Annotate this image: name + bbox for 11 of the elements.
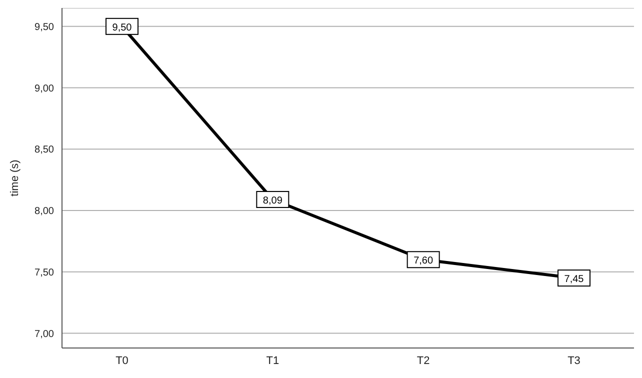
y-tick-label: 8,50 [34,144,54,156]
x-tick-label: T1 [266,354,280,367]
x-tick-label: T2 [416,354,430,367]
y-tick-label: 9,50 [34,22,54,33]
y-tick-label: 9,00 [34,83,54,94]
y-tick-label: 8,00 [34,206,54,218]
x-tick-label: T3 [568,354,580,367]
y-tick-label: 7,00 [34,328,54,340]
y-tick-label: 7,50 [34,267,54,278]
y-axis-title: time (s) [8,160,21,196]
x-tick-label: T0 [116,354,128,367]
